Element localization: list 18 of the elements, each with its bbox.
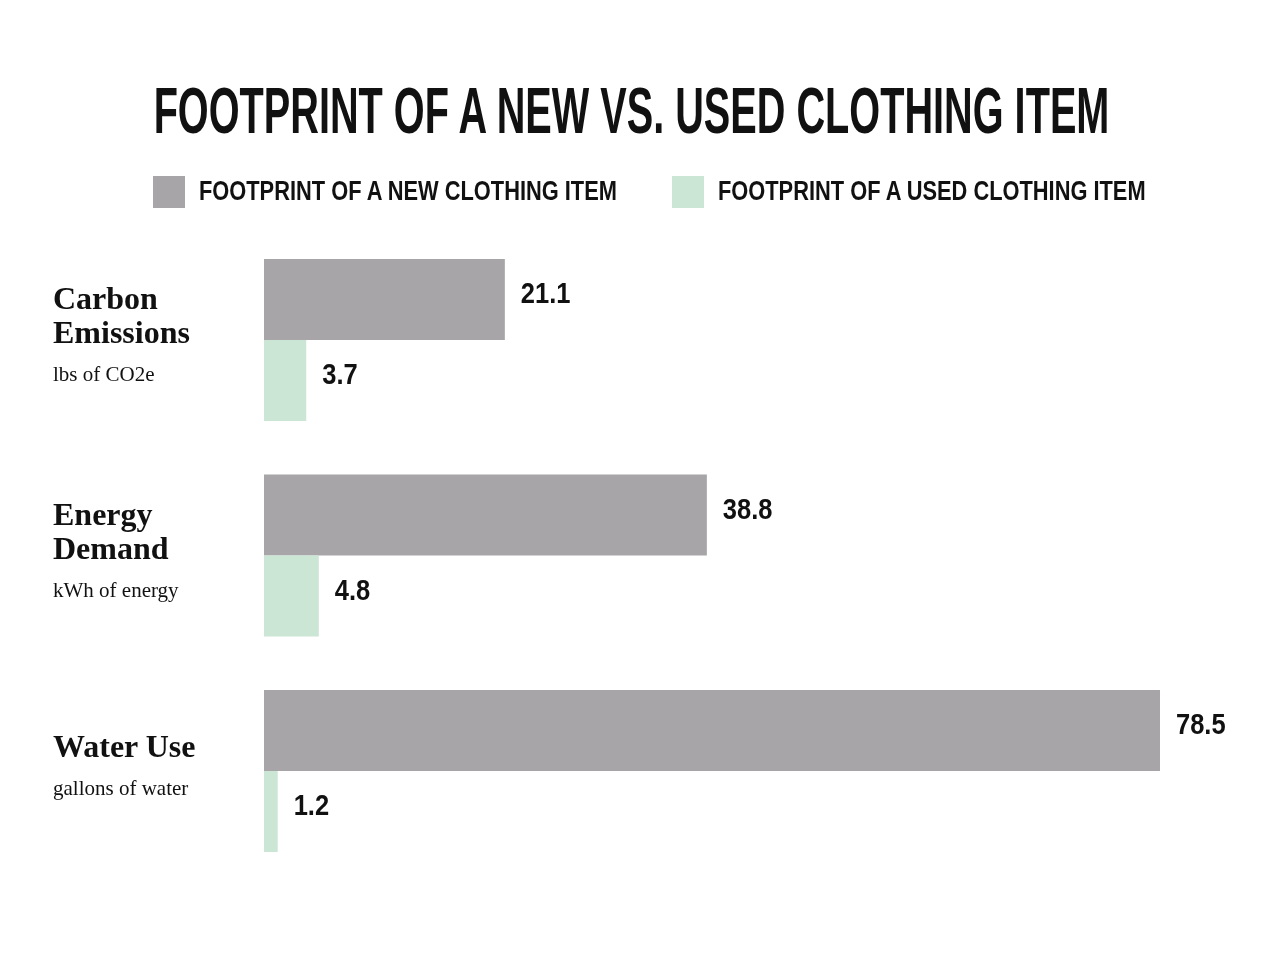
data-label: 3.7 [322,357,358,391]
y-tick-label: Water Use gallons of water [53,728,196,800]
legend-label: FOOTPRINT OF A NEW CLOTHING ITEM [199,174,617,206]
data-label: 21.1 [520,276,571,310]
bar [264,340,307,421]
data-label: 4.8 [334,572,371,607]
chart-title: FOOTPRINT OF A NEW VS. USED CLOTHING ITEM [153,75,1110,147]
y-tick-label: Energy Demand kWh of energy [53,495,180,602]
bar [264,771,278,852]
bar [264,690,1160,771]
legend-label: FOOTPRINT OF A USED CLOTHING ITEM [718,174,1146,206]
data-label: 78.5 [1176,707,1226,741]
data-label: 1.2 [293,788,330,822]
bar [264,259,505,340]
data-label: 38.8 [722,491,773,526]
bar [264,474,707,556]
bar [264,555,319,637]
y-tick-label: Carbon Emissions lbs of CO2e [53,280,190,386]
